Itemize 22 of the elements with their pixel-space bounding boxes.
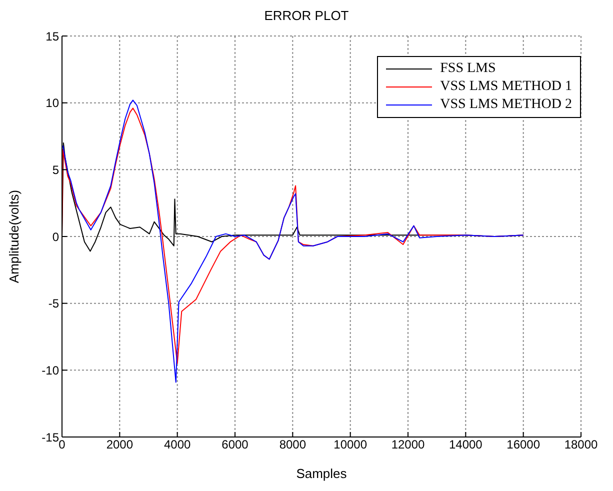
x-tick-label: 8000 (279, 438, 306, 452)
x-tick-label: 18000 (564, 438, 598, 452)
x-tick-label: 4000 (164, 438, 192, 452)
y-tick-label: 5 (52, 162, 60, 177)
y-tick-label: 15 (46, 29, 60, 44)
legend-label: FSS LMS (440, 61, 496, 77)
y-tick-label: -5 (48, 296, 60, 311)
x-tick-label: 12000 (391, 438, 426, 452)
x-axis-title: Samples (296, 466, 348, 482)
y-tick-label: 10 (46, 96, 60, 110)
y-tick-label: 0 (52, 230, 60, 244)
x-tick-label: 16000 (506, 438, 540, 452)
y-axis-title: Amplitude(volts) (6, 190, 22, 284)
x-tick-label: 6000 (222, 438, 249, 452)
y-tick-label: -10 (42, 363, 60, 378)
x-tick-label: 2000 (106, 438, 134, 452)
legend-label: VSS LMS METHOD 1 (440, 79, 572, 95)
legend-label: VSS LMS METHOD 2 (440, 97, 572, 113)
x-tick-label: 14000 (448, 438, 483, 452)
x-tick-label: 10000 (334, 438, 368, 452)
y-tick-label: -15 (42, 430, 60, 444)
chart-title: ERROR PLOT (263, 8, 350, 25)
